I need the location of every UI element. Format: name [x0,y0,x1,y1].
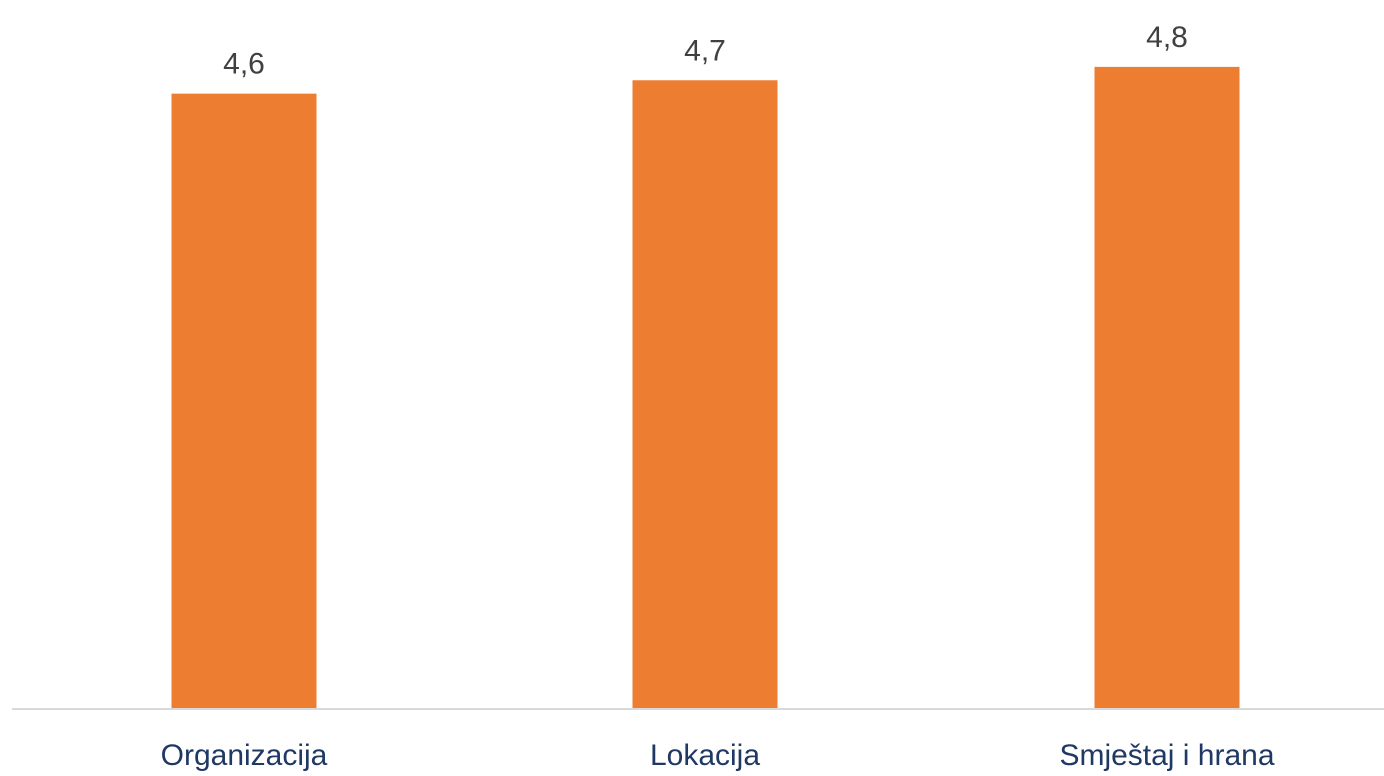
value-label-group: 4,6 4,7 4,8 [223,21,1188,81]
category-label: Smještaj i hrana [1059,739,1274,772]
category-label: Organizacija [161,739,328,772]
bar-group [171,66,1240,710]
value-label: 4,8 [1146,21,1188,54]
category-label: Lokacija [650,739,760,772]
value-label: 4,7 [684,34,726,67]
bar-lokacija [632,80,778,709]
bar-organizacija [171,93,317,710]
bar-smje-taj-i-hrana [1094,66,1240,710]
value-label: 4,6 [223,48,265,81]
category-label-group: Organizacija Lokacija Smještaj i hrana [161,739,1275,772]
